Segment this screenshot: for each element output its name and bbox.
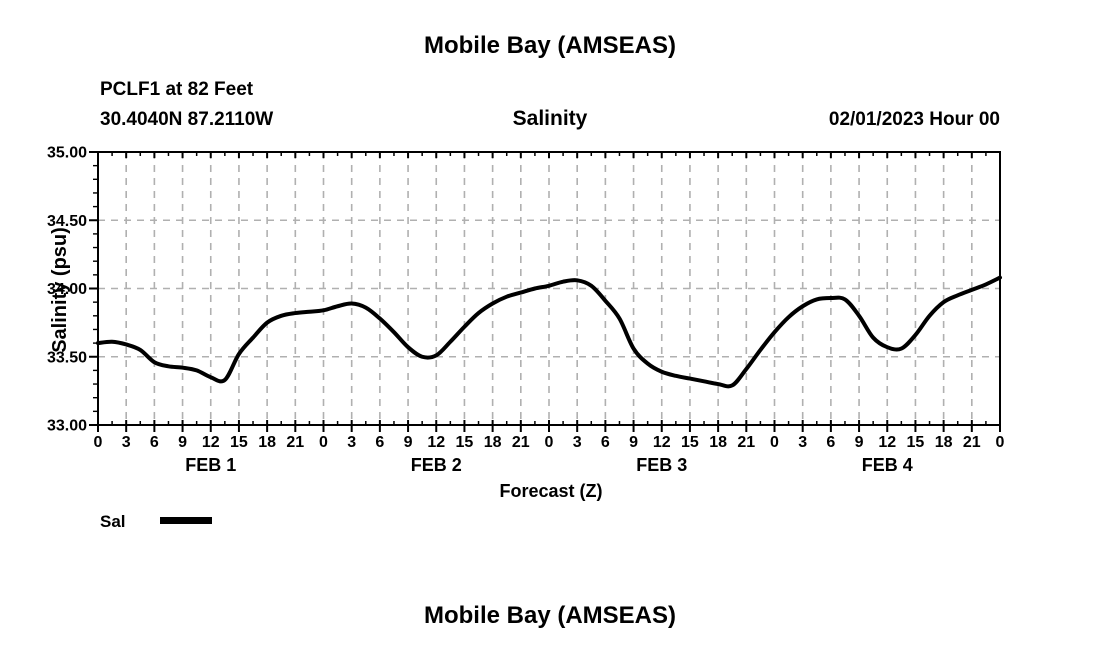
x-tick-label: 0 <box>94 434 103 451</box>
x-day-label: FEB 3 <box>636 455 687 475</box>
x-tick-label: 18 <box>709 434 727 451</box>
grid-lines <box>98 152 1000 425</box>
x-tick-label: 18 <box>935 434 953 451</box>
x-tick-label: 9 <box>178 434 187 451</box>
x-tick-label: 15 <box>456 434 474 451</box>
axis-ticks <box>89 151 1001 432</box>
x-tick-label: 0 <box>545 434 554 451</box>
x-tick-label: 0 <box>319 434 328 451</box>
legend-label: Sal <box>100 512 126 531</box>
y-tick-label: 33.50 <box>47 349 87 366</box>
x-tick-label: 6 <box>601 434 610 451</box>
x-tick-label: 6 <box>150 434 159 451</box>
x-tick-label: 15 <box>681 434 699 451</box>
x-tick-label: 12 <box>878 434 896 451</box>
x-tick-label: 18 <box>258 434 276 451</box>
x-day-label: FEB 4 <box>862 455 913 475</box>
x-tick-label: 15 <box>230 434 248 451</box>
x-tick-label: 9 <box>855 434 864 451</box>
x-axis-title: Forecast (Z) <box>499 481 602 501</box>
station-label: PCLF1 at 82 Feet <box>100 79 254 100</box>
salinity-curve <box>96 275 1002 389</box>
x-tick-label: 12 <box>427 434 445 451</box>
y-tick-label: 34.00 <box>47 281 87 298</box>
x-tick-label: 3 <box>798 434 807 451</box>
axis-tick-labels: 0 3 6 9 12 15 18 21 0 3 6 9 12 15 18 21 0 3 6 9 12 15 18 21 0 3 6 9… <box>47 145 1005 476</box>
x-tick-label: 21 <box>963 434 981 451</box>
x-tick-label: 12 <box>202 434 220 451</box>
y-tick-label: 34.50 <box>47 213 87 230</box>
x-tick-label: 6 <box>375 434 384 451</box>
x-tick-label: 18 <box>484 434 502 451</box>
chart-subtitle: Salinity <box>513 107 588 130</box>
x-tick-label: 9 <box>404 434 413 451</box>
next-chart-title: Mobile Bay (AMSEAS) <box>424 602 676 629</box>
run-datetime: 02/01/2023 Hour 00 <box>829 109 1000 130</box>
y-tick-label: 35.00 <box>47 145 87 162</box>
x-tick-label: 3 <box>122 434 131 451</box>
y-axis-title: Salinity (psu) <box>49 227 71 353</box>
x-tick-label: 0 <box>770 434 779 451</box>
x-tick-label: 6 <box>826 434 835 451</box>
x-tick-label: 21 <box>737 434 755 451</box>
plot-frame <box>97 151 1001 426</box>
x-tick-label: 3 <box>347 434 356 451</box>
x-tick-label: 12 <box>653 434 671 451</box>
y-tick-label: 33.00 <box>47 418 87 435</box>
x-day-label: FEB 1 <box>185 455 236 475</box>
chart-title: Mobile Bay (AMSEAS) <box>424 32 676 59</box>
station-coordinates: 30.4040N 87.2110W <box>100 109 273 130</box>
x-day-label: FEB 2 <box>411 455 462 475</box>
x-tick-label: 21 <box>286 434 304 451</box>
x-tick-label: 0 <box>996 434 1005 451</box>
legend-line-swatch <box>160 517 212 524</box>
x-tick-label: 15 <box>907 434 925 451</box>
x-tick-label: 3 <box>573 434 582 451</box>
x-tick-label: 21 <box>512 434 530 451</box>
x-tick-label: 9 <box>629 434 638 451</box>
